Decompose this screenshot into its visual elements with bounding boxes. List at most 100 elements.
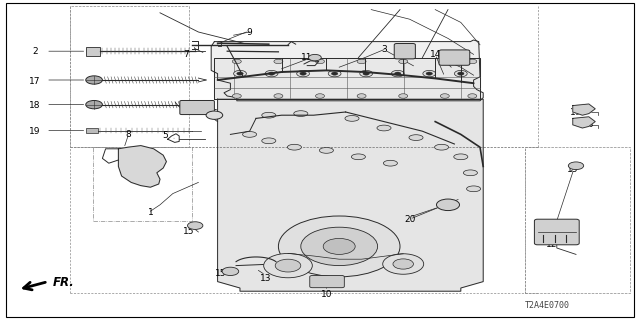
Circle shape [268, 72, 275, 75]
Circle shape [232, 59, 241, 64]
Circle shape [237, 72, 243, 75]
Circle shape [297, 70, 310, 77]
Circle shape [222, 267, 239, 276]
Text: 9: 9 [247, 28, 252, 36]
Text: 10: 10 [321, 290, 332, 299]
Circle shape [234, 70, 246, 77]
Polygon shape [573, 117, 595, 128]
Circle shape [332, 72, 338, 75]
Circle shape [316, 94, 324, 98]
Circle shape [278, 216, 400, 277]
Circle shape [440, 59, 449, 64]
Text: 16: 16 [570, 108, 582, 116]
Circle shape [308, 54, 321, 61]
Text: 6: 6 [212, 109, 217, 118]
Ellipse shape [319, 148, 333, 153]
Text: 14: 14 [429, 50, 441, 59]
Polygon shape [211, 40, 483, 101]
Ellipse shape [262, 112, 276, 118]
Circle shape [316, 59, 324, 64]
Circle shape [426, 72, 433, 75]
Ellipse shape [377, 125, 391, 131]
Circle shape [323, 238, 355, 254]
Circle shape [393, 259, 413, 269]
Text: 3: 3 [381, 45, 387, 54]
Text: FR.: FR. [52, 276, 74, 289]
Text: 4: 4 [186, 103, 191, 112]
Text: 16: 16 [583, 120, 595, 129]
Bar [86, 47, 100, 56]
Ellipse shape [435, 144, 449, 150]
Ellipse shape [409, 135, 423, 140]
Circle shape [265, 70, 278, 77]
Text: 15: 15 [567, 165, 579, 174]
Text: 20: 20 [404, 215, 415, 224]
Circle shape [399, 94, 408, 98]
Ellipse shape [351, 154, 365, 160]
Circle shape [391, 70, 404, 77]
Bar [70, 6, 189, 147]
Ellipse shape [463, 170, 477, 176]
Circle shape [357, 59, 366, 64]
Ellipse shape [467, 186, 481, 192]
Circle shape [300, 72, 307, 75]
Text: 17: 17 [29, 77, 41, 86]
Polygon shape [214, 58, 480, 99]
Circle shape [383, 254, 424, 274]
Circle shape [363, 72, 369, 75]
FancyBboxPatch shape [439, 50, 470, 65]
Text: 19: 19 [29, 127, 41, 136]
Circle shape [274, 59, 283, 64]
Circle shape [275, 259, 301, 272]
FancyBboxPatch shape [310, 276, 344, 288]
Circle shape [394, 72, 401, 75]
Circle shape [232, 94, 241, 98]
Circle shape [86, 76, 102, 84]
Text: 2: 2 [33, 47, 38, 56]
Circle shape [188, 222, 203, 229]
Circle shape [454, 70, 467, 77]
Text: 11: 11 [301, 53, 313, 62]
Text: 18: 18 [29, 101, 41, 110]
Polygon shape [218, 99, 483, 291]
Circle shape [206, 111, 223, 119]
Ellipse shape [243, 132, 257, 137]
Circle shape [86, 100, 102, 109]
Ellipse shape [262, 138, 276, 144]
Text: 1: 1 [148, 208, 153, 217]
Polygon shape [573, 104, 595, 115]
Circle shape [568, 162, 584, 170]
Text: 13: 13 [260, 274, 271, 283]
Bar [525, 147, 630, 293]
Circle shape [360, 70, 372, 77]
Ellipse shape [383, 160, 397, 166]
Circle shape [357, 94, 366, 98]
Circle shape [423, 70, 436, 77]
Polygon shape [118, 146, 166, 187]
Circle shape [440, 94, 449, 98]
Text: 8: 8 [125, 130, 131, 139]
Circle shape [399, 59, 408, 64]
Ellipse shape [287, 144, 301, 150]
Circle shape [328, 70, 341, 77]
Bar [93, 147, 192, 221]
Text: 5: 5 [163, 131, 168, 140]
Text: 15: 15 [215, 269, 227, 278]
FancyBboxPatch shape [394, 44, 415, 59]
Ellipse shape [294, 111, 308, 116]
Ellipse shape [345, 116, 359, 121]
Circle shape [264, 253, 312, 278]
Circle shape [468, 94, 477, 98]
Circle shape [458, 72, 464, 75]
Ellipse shape [454, 154, 468, 160]
Text: T2A4E0700: T2A4E0700 [525, 301, 570, 310]
Circle shape [274, 94, 283, 98]
FancyBboxPatch shape [180, 100, 214, 115]
Text: 7: 7 [183, 50, 188, 59]
Text: 12: 12 [546, 240, 557, 249]
Circle shape [436, 199, 460, 211]
Circle shape [301, 227, 378, 266]
Circle shape [468, 59, 477, 64]
FancyBboxPatch shape [534, 219, 579, 245]
Bar [86, 128, 98, 133]
